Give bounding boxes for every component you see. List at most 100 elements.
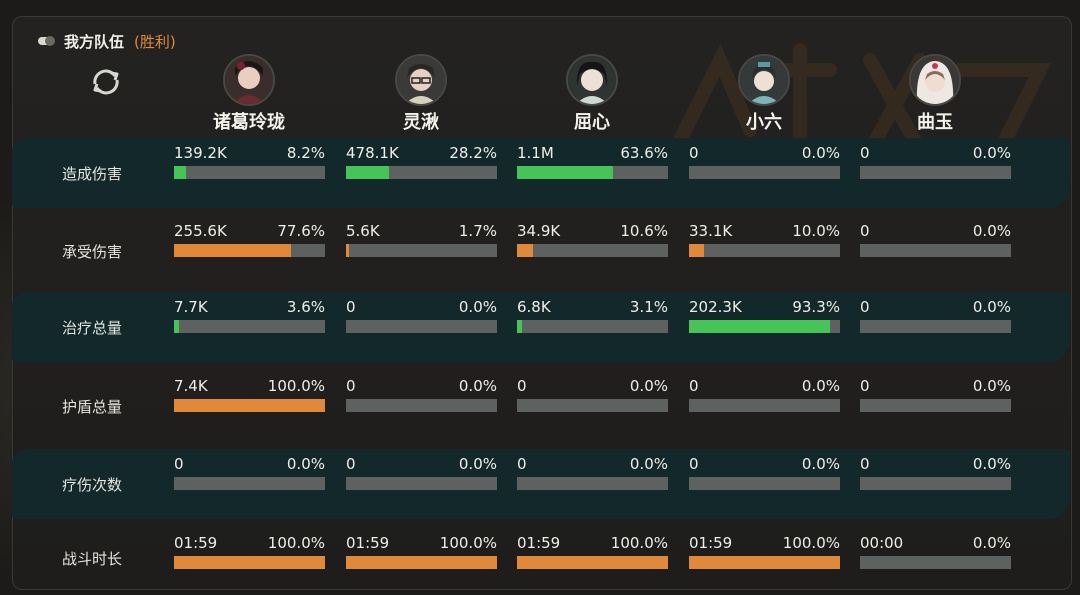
stat-value: 0 <box>346 298 356 316</box>
stat-cell: 01:59 100.0% <box>346 534 497 569</box>
stat-row: 护盾总量 7.4K 100.0% 0 0.0% 0 0.0% 0 0.0% 0 0.0% <box>12 371 1070 441</box>
stat-bar <box>517 166 668 179</box>
stat-cell: 0 0.0% <box>517 455 668 490</box>
stat-row: 战斗时长 01:59 100.0% 01:59 100.0% 01:59 100.0% 01:… <box>12 528 1070 588</box>
stat-bar-fill <box>517 320 522 333</box>
stat-cell: 34.9K 10.6% <box>517 222 668 257</box>
character-column-3[interactable]: 小六 <box>689 54 839 134</box>
stat-bar <box>860 399 1011 412</box>
stat-label: 造成伤害 <box>61 164 122 183</box>
stat-value: 33.1K <box>689 222 733 240</box>
stat-value: 0 <box>860 144 870 162</box>
stat-bar <box>689 556 840 569</box>
stat-bar <box>174 477 325 490</box>
stat-bar <box>860 477 1011 490</box>
stat-bar <box>689 477 840 490</box>
stat-percent: 3.6% <box>286 298 325 316</box>
stat-bar <box>517 320 668 333</box>
character-avatar[interactable] <box>566 54 618 106</box>
stat-bar <box>346 320 497 333</box>
stat-percent: 100.0% <box>439 534 497 552</box>
stat-label: 治疗总量 <box>61 318 122 337</box>
stat-value: 01:59 <box>689 534 733 552</box>
stat-percent: 0.0% <box>458 298 497 316</box>
stat-bar-fill <box>174 166 187 179</box>
stat-percent: 0.0% <box>801 144 840 162</box>
team-label: 我方队伍 <box>64 32 125 51</box>
refresh-button[interactable] <box>88 66 124 98</box>
character-avatar[interactable] <box>738 54 790 106</box>
stat-bar <box>517 477 668 490</box>
character-column-0[interactable]: 诸葛玲珑 <box>174 54 324 134</box>
stat-cell: 0 0.0% <box>689 144 840 179</box>
stat-bar <box>860 556 1011 569</box>
stat-value: 5.6K <box>346 222 380 240</box>
stat-cell: 0 0.0% <box>346 377 497 412</box>
stat-cell: 0 0.0% <box>860 455 1011 490</box>
stat-bar <box>346 556 497 569</box>
toggle-icon[interactable] <box>38 36 55 46</box>
stat-value: 0 <box>346 377 356 395</box>
stat-bar-fill <box>346 166 389 179</box>
stat-cell: 0 0.0% <box>689 455 840 490</box>
refresh-icon <box>93 69 119 95</box>
stat-cell: 0 0.0% <box>346 455 497 490</box>
stat-cell: 0 0.0% <box>689 377 840 412</box>
stat-bar-fill <box>346 244 349 257</box>
stat-bar <box>689 320 840 333</box>
character-avatar[interactable] <box>909 54 961 106</box>
character-name: 小六 <box>746 112 782 133</box>
stat-percent: 0.0% <box>458 377 497 395</box>
character-name: 灵湫 <box>403 112 439 133</box>
character-column-1[interactable]: 灵湫 <box>346 54 496 134</box>
character-avatar[interactable] <box>223 54 275 106</box>
stat-value: 34.9K <box>517 222 561 240</box>
character-avatar[interactable] <box>395 54 447 106</box>
stat-bar <box>860 320 1011 333</box>
stat-percent: 0.0% <box>972 298 1011 316</box>
stat-cell: 0 0.0% <box>860 222 1011 257</box>
stat-percent: 0.0% <box>801 455 840 473</box>
team-header: 我方队伍 (胜利) <box>38 30 176 52</box>
stat-value: 0 <box>860 222 870 240</box>
portrait-icon <box>225 56 273 104</box>
stat-value: 255.6K <box>174 222 227 240</box>
stat-cell: 0 0.0% <box>517 377 668 412</box>
character-column-4[interactable]: 曲玉 <box>860 54 1010 134</box>
stat-value: 0 <box>174 455 184 473</box>
stat-bar <box>517 399 668 412</box>
character-name: 曲玉 <box>917 112 953 133</box>
stat-bar-fill <box>174 556 325 569</box>
stat-percent: 77.6% <box>277 222 325 240</box>
stat-row: 造成伤害 139.2K 8.2% 478.1K 28.2% 1.1M 63.6% 0 0.0% 0… <box>12 138 1070 208</box>
stat-bar-fill <box>174 244 292 257</box>
stat-value: 478.1K <box>346 144 399 162</box>
stat-percent: 3.1% <box>629 298 668 316</box>
stat-percent: 0.0% <box>801 377 840 395</box>
portrait-icon <box>397 56 445 104</box>
stat-percent: 1.7% <box>458 222 497 240</box>
stat-percent: 0.0% <box>972 534 1011 552</box>
stat-percent: 0.0% <box>629 377 668 395</box>
stat-cell: 00:00 0.0% <box>860 534 1011 569</box>
stat-cell: 0 0.0% <box>174 455 325 490</box>
stat-percent: 0.0% <box>458 455 497 473</box>
stat-bar <box>346 399 497 412</box>
stat-value: 01:59 <box>346 534 390 552</box>
stat-cell: 7.4K 100.0% <box>174 377 325 412</box>
stat-bar-fill <box>174 320 180 333</box>
stat-bar <box>174 166 325 179</box>
stat-cell: 0 0.0% <box>860 298 1011 333</box>
stat-value: 0 <box>517 377 527 395</box>
stat-cell: 6.8K 3.1% <box>517 298 668 333</box>
stat-cell: 202.3K 93.3% <box>689 298 840 333</box>
stat-value: 0 <box>689 455 699 473</box>
stat-row: 疗伤次数 0 0.0% 0 0.0% 0 0.0% 0 0.0% 0 0.0% <box>12 449 1070 519</box>
stat-value: 0 <box>517 455 527 473</box>
stat-percent: 28.2% <box>449 144 497 162</box>
stat-percent: 0.0% <box>629 455 668 473</box>
stat-bar <box>689 244 840 257</box>
stat-bar <box>517 556 668 569</box>
character-column-2[interactable]: 屈心 <box>517 54 667 134</box>
stat-value: 0 <box>689 144 699 162</box>
